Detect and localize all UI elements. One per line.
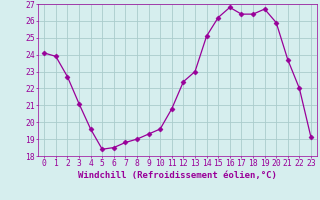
- X-axis label: Windchill (Refroidissement éolien,°C): Windchill (Refroidissement éolien,°C): [78, 171, 277, 180]
